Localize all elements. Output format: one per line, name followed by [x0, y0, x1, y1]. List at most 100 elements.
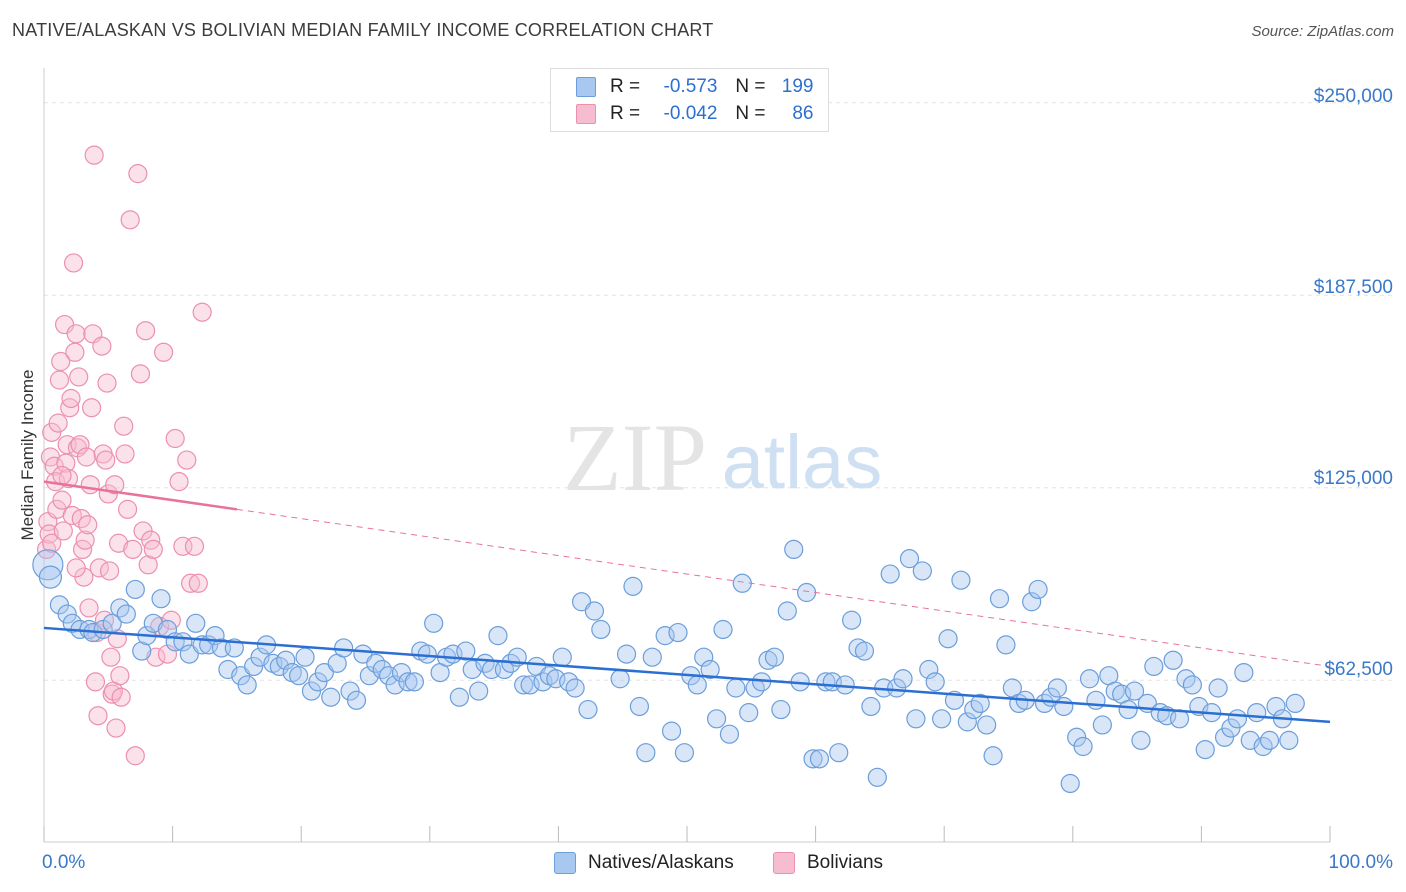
natives-point: [38, 565, 63, 589]
bolivians-point: [110, 666, 130, 686]
bolivians-point: [75, 530, 95, 550]
natives-point: [687, 675, 707, 695]
natives-point: [578, 699, 598, 720]
bolivians-point: [169, 472, 189, 492]
natives-point: [321, 687, 341, 707]
series-legend-natives[interactable]: Natives/Alaskans: [554, 852, 734, 874]
natives-point: [726, 678, 746, 698]
y-tick-label: $250,000: [1313, 86, 1393, 107]
natives-point: [1047, 678, 1067, 698]
natives-point: [1163, 650, 1183, 670]
series-bolivians-points: [36, 145, 212, 766]
series-legend-bolivians[interactable]: Bolivians: [773, 852, 883, 874]
natives-point: [784, 539, 804, 560]
legend-swatch-pink: [773, 852, 795, 874]
x-tick-label: 100.0%: [1328, 852, 1393, 873]
bolivians-point: [92, 336, 112, 356]
natives-trend-line: [43, 626, 1331, 724]
natives-point: [1234, 662, 1254, 683]
natives-point: [62, 613, 82, 633]
bolivians-point: [181, 573, 201, 593]
series-legend-label: Bolivians: [807, 852, 884, 873]
bolivians-point: [123, 539, 143, 560]
natives-point: [989, 589, 1010, 609]
natives-point: [880, 564, 900, 584]
natives-point: [116, 604, 136, 624]
legend-r-value: -0.573: [663, 76, 718, 97]
bolivians-point: [79, 598, 99, 618]
legend-row-bolivians: R = -0.042 N = 86: [551, 101, 814, 127]
bolivians-point: [128, 164, 148, 184]
natives-point: [571, 592, 592, 612]
natives-point: [668, 622, 688, 643]
natives-point: [674, 743, 695, 763]
bolivians-point: [135, 321, 156, 341]
natives-point: [1060, 773, 1080, 794]
natives-point: [906, 709, 926, 729]
legend-row-natives: R = -0.573 N = 199: [551, 74, 814, 100]
bolivians-trend-line: [43, 480, 238, 511]
natives-point: [1182, 675, 1202, 695]
bolivians-point: [65, 342, 85, 362]
natives-point: [1131, 730, 1151, 750]
natives-point: [1028, 579, 1048, 600]
bolivians-point: [173, 536, 193, 556]
legend-swatch-blue: [576, 77, 596, 97]
natives-point: [1124, 681, 1145, 701]
y-axis-label: Median Family Income: [18, 369, 37, 541]
bolivians-point: [88, 706, 108, 726]
legend-n-label: N =: [735, 76, 766, 97]
natives-point: [179, 644, 199, 664]
bolivians-point: [115, 444, 135, 464]
bolivians-point: [99, 561, 120, 581]
y-tick-label: $187,500: [1313, 277, 1393, 298]
watermark-atlas: atlas: [722, 420, 883, 505]
bolivians-point: [48, 413, 68, 433]
natives-point: [1208, 678, 1228, 698]
natives-point: [925, 672, 945, 692]
bolivians-point: [153, 342, 174, 362]
bolivians-point: [130, 364, 151, 384]
natives-point: [514, 675, 534, 695]
bolivians-point: [52, 490, 72, 510]
bolivians-point: [66, 558, 86, 578]
natives-point: [951, 570, 971, 590]
natives-point: [610, 669, 630, 689]
natives-point: [404, 672, 424, 692]
natives-point: [1086, 690, 1106, 710]
natives-point: [700, 659, 720, 680]
natives-point: [143, 613, 163, 633]
bolivians-point: [96, 450, 116, 470]
natives-point: [977, 715, 997, 735]
natives-point: [1054, 696, 1074, 717]
natives-point: [1247, 703, 1267, 723]
natives-point: [996, 635, 1016, 655]
natives-point: [636, 743, 656, 763]
bolivians-point: [70, 435, 90, 455]
natives-point: [919, 659, 939, 680]
natives-point: [1079, 669, 1100, 689]
natives-point: [186, 613, 206, 633]
natives-point: [796, 582, 817, 603]
natives-point: [334, 638, 354, 658]
bolivians-point: [53, 521, 73, 541]
natives-point: [1266, 696, 1286, 717]
natives-point: [706, 709, 727, 729]
bolivians-point: [177, 450, 197, 470]
bolivians-point: [120, 210, 140, 230]
trend-lines: [43, 480, 1331, 724]
natives-point: [1073, 736, 1093, 757]
legend-n-value: 86: [792, 103, 814, 124]
natives-point: [912, 561, 932, 581]
natives-point: [938, 629, 958, 649]
natives-point: [713, 619, 733, 640]
natives-point: [970, 693, 990, 714]
natives-point: [1022, 592, 1042, 612]
natives-point: [289, 666, 309, 686]
bolivians-point: [81, 398, 102, 418]
natives-point: [1227, 709, 1248, 729]
bolivians-point: [63, 253, 84, 273]
natives-point: [867, 767, 887, 787]
natives-point: [276, 650, 296, 670]
natives-point: [488, 626, 508, 646]
